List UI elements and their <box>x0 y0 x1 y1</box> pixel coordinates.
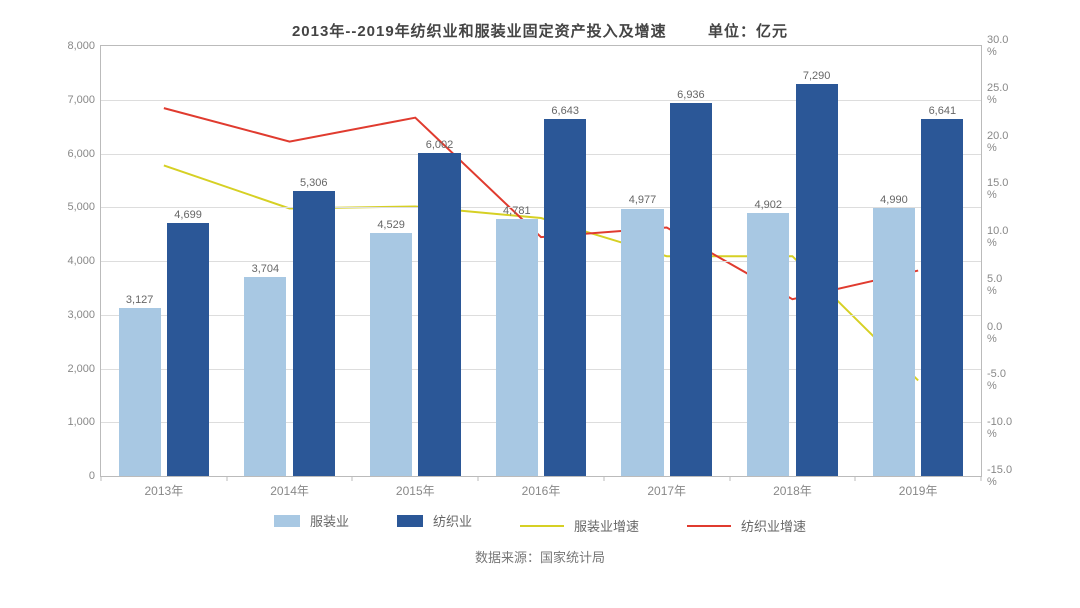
bar-value-label: 4,902 <box>754 199 782 213</box>
x-tick <box>603 476 604 481</box>
bar-服装业 <box>621 209 663 477</box>
legend-item: 服装业增速 <box>520 516 639 535</box>
gridline <box>101 261 981 262</box>
bar-纺织业 <box>167 223 209 476</box>
y-left-label: 8,000 <box>67 40 101 52</box>
bar-服装业 <box>496 219 538 476</box>
plot-area: 01,0002,0003,0004,0005,0006,0007,0008,00… <box>100 45 982 477</box>
bar-纺织业 <box>293 191 335 476</box>
x-axis-label: 2018年 <box>773 476 812 499</box>
x-axis-label: 2013年 <box>144 476 183 499</box>
legend-line <box>687 525 731 527</box>
y-right-label: -10.0 % <box>981 416 1012 440</box>
source-text: 数据来源：国家统计局 <box>30 547 1050 566</box>
x-tick <box>729 476 730 481</box>
bar-value-label: 4,781 <box>503 205 531 219</box>
bar-纺织业 <box>418 153 460 476</box>
gridline <box>101 100 981 101</box>
chart-title: 2013年--2019年纺织业和服装业固定资产投入及增速 单位：亿元 <box>30 20 1050 41</box>
legend-swatch <box>274 515 300 527</box>
chart-container: 2013年--2019年纺织业和服装业固定资产投入及增速 单位：亿元 01,00… <box>0 0 1080 608</box>
x-axis-label: 2014年 <box>270 476 309 499</box>
bar-value-label: 3,704 <box>252 263 280 277</box>
bar-纺织业 <box>544 119 586 476</box>
y-left-label: 1,000 <box>67 416 101 428</box>
x-axis-label: 2019年 <box>899 476 938 499</box>
legend-item: 纺织业 <box>397 511 472 530</box>
legend: 服装业 纺织业 服装业增速 纺织业增速 <box>30 511 1050 535</box>
x-tick <box>478 476 479 481</box>
bar-纺织业 <box>796 84 838 476</box>
bar-纺织业 <box>670 103 712 476</box>
gridline <box>101 369 981 370</box>
y-left-label: 6,000 <box>67 148 101 160</box>
y-left-label: 0 <box>89 470 101 482</box>
bar-value-label: 6,002 <box>426 139 454 153</box>
bar-value-label: 5,306 <box>300 177 328 191</box>
y-left-label: 3,000 <box>67 309 101 321</box>
y-left-label: 5,000 <box>67 201 101 213</box>
y-right-label: 5.0 % <box>981 273 1002 297</box>
y-left-label: 2,000 <box>67 363 101 375</box>
bar-value-label: 6,643 <box>551 105 579 119</box>
legend-label: 服装业增速 <box>574 516 639 535</box>
bar-value-label: 7,290 <box>803 70 831 84</box>
x-tick <box>981 476 982 481</box>
legend-item: 服装业 <box>274 511 349 530</box>
bar-纺织业 <box>921 119 963 476</box>
y-right-label: 0.0 % <box>981 321 1002 345</box>
x-axis-label: 2017年 <box>647 476 686 499</box>
x-tick <box>101 476 102 481</box>
gridline <box>101 207 981 208</box>
y-right-label: 30.0 % <box>981 34 1008 58</box>
x-tick <box>226 476 227 481</box>
bar-服装业 <box>370 233 412 476</box>
legend-label: 纺织业 <box>433 511 472 530</box>
x-tick <box>855 476 856 481</box>
bar-value-label: 4,990 <box>880 194 908 208</box>
y-left-label: 4,000 <box>67 255 101 267</box>
gridline <box>101 154 981 155</box>
y-right-label: -15.0 % <box>981 464 1012 488</box>
bar-服装业 <box>873 208 915 476</box>
bar-value-label: 4,699 <box>174 209 202 223</box>
legend-label: 纺织业增速 <box>741 516 806 535</box>
x-axis-label: 2015年 <box>396 476 435 499</box>
gridline <box>101 422 981 423</box>
bar-value-label: 3,127 <box>126 294 154 308</box>
bar-服装业 <box>119 308 161 476</box>
bar-服装业 <box>747 213 789 476</box>
bar-value-label: 4,977 <box>629 194 657 208</box>
y-right-label: 25.0 % <box>981 82 1008 106</box>
bar-value-label: 4,529 <box>377 219 405 233</box>
legend-item: 纺织业增速 <box>687 516 806 535</box>
gridline <box>101 315 981 316</box>
legend-line <box>520 525 564 527</box>
y-right-label: -5.0 % <box>981 368 1006 392</box>
x-axis-label: 2016年 <box>522 476 561 499</box>
y-left-label: 7,000 <box>67 94 101 106</box>
y-right-label: 20.0 % <box>981 130 1008 154</box>
x-tick <box>352 476 353 481</box>
legend-label: 服装业 <box>310 511 349 530</box>
bar-value-label: 6,936 <box>677 89 705 103</box>
bar-value-label: 6,641 <box>929 105 957 119</box>
legend-swatch <box>397 515 423 527</box>
y-right-label: 10.0 % <box>981 225 1008 249</box>
bar-服装业 <box>244 277 286 476</box>
y-right-label: 15.0 % <box>981 177 1008 201</box>
